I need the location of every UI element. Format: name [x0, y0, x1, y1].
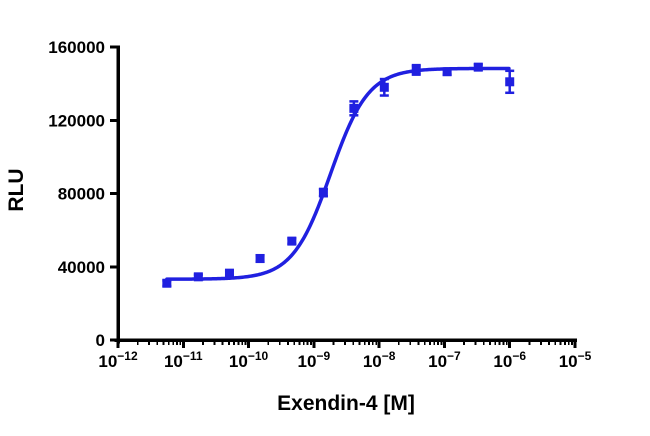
y-tick-label: 80000	[58, 185, 105, 204]
data-point-marker	[224, 268, 234, 278]
data-point-marker	[379, 82, 389, 92]
x-tick-label: 10−6	[493, 349, 526, 371]
x-tick-label: 10−12	[98, 349, 138, 371]
data-point-marker	[318, 188, 328, 198]
data-point-marker	[349, 103, 359, 113]
data-point-marker	[162, 278, 172, 288]
fit-curve	[165, 66, 511, 281]
data-point-marker	[193, 272, 203, 282]
x-tick-label: 10−8	[363, 349, 396, 371]
y-axis-title: RLU	[5, 168, 28, 212]
x-tick-label: 10−5	[559, 349, 592, 371]
data-point-marker	[287, 236, 297, 246]
data-point-marker	[255, 254, 265, 264]
x-tick-label: 10−9	[298, 349, 331, 371]
data-point-marker	[411, 65, 421, 75]
x-tick-label: 10−7	[428, 349, 461, 371]
data-point-marker	[442, 67, 452, 77]
y-tick-label: 40000	[58, 258, 105, 277]
y-tick-label: 120000	[48, 111, 105, 130]
x-tick-label: 10−10	[229, 349, 269, 371]
x-tick-label: 10−11	[164, 349, 203, 371]
y-tick-label: 0	[96, 331, 105, 350]
y-tick-label: 160000	[48, 38, 105, 57]
data-point-marker	[505, 77, 515, 87]
x-axis-title: Exendin-4 [M]	[277, 392, 415, 415]
data-point-marker	[473, 62, 483, 72]
